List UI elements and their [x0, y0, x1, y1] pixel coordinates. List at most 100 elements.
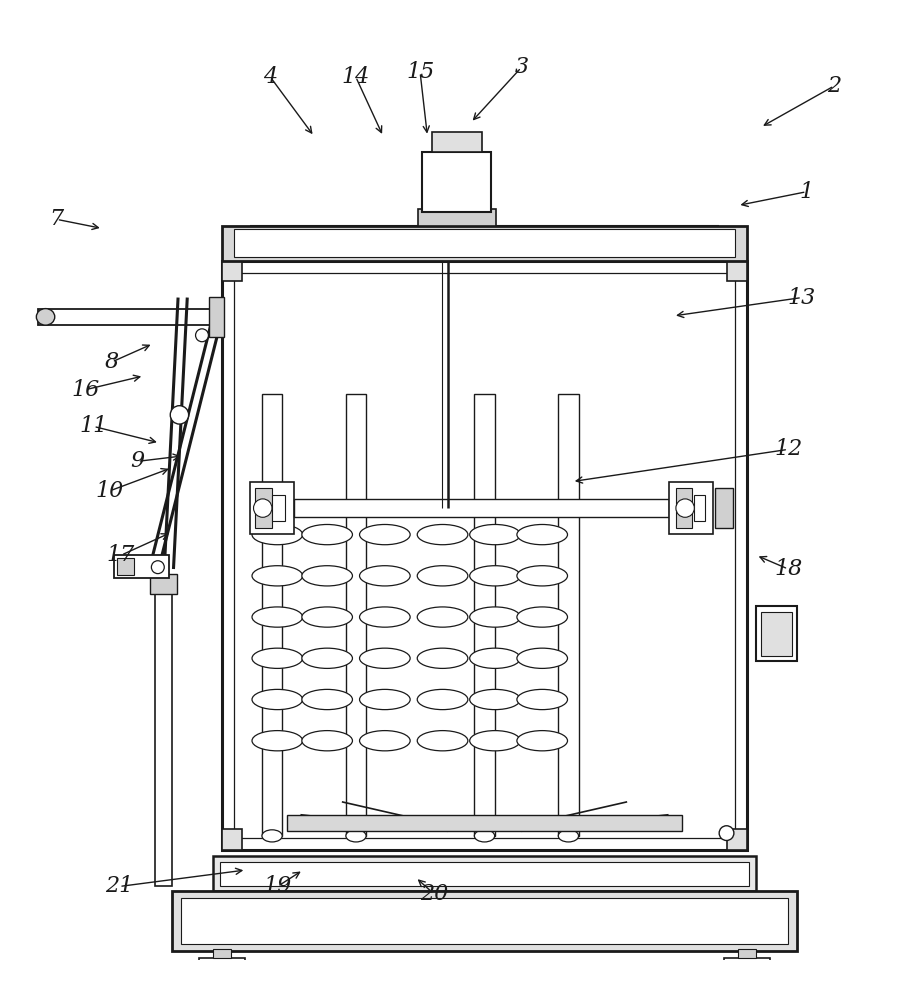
Ellipse shape	[302, 731, 353, 751]
Ellipse shape	[262, 830, 282, 842]
Text: 9: 9	[130, 450, 145, 472]
Bar	[761, 612, 792, 656]
Ellipse shape	[302, 566, 353, 586]
Ellipse shape	[474, 830, 495, 842]
Text: 18: 18	[774, 558, 802, 580]
Ellipse shape	[517, 607, 568, 627]
Text: 19: 19	[263, 875, 292, 897]
Text: 4: 4	[263, 66, 277, 88]
Ellipse shape	[517, 689, 568, 710]
Ellipse shape	[252, 689, 303, 710]
Bar	[221, 862, 749, 886]
Circle shape	[170, 406, 188, 424]
Bar	[199, 958, 246, 990]
Circle shape	[196, 329, 209, 342]
Text: 3: 3	[514, 56, 528, 78]
Ellipse shape	[417, 731, 468, 751]
Text: 11: 11	[79, 415, 108, 437]
Bar	[117, 558, 134, 575]
Circle shape	[210, 961, 235, 987]
Circle shape	[151, 561, 164, 574]
Ellipse shape	[252, 607, 303, 627]
Ellipse shape	[252, 648, 303, 668]
Bar	[728, 962, 765, 987]
Text: 15: 15	[406, 61, 434, 83]
Ellipse shape	[360, 731, 410, 751]
Ellipse shape	[470, 689, 521, 710]
Bar	[222, 261, 747, 850]
Bar	[272, 495, 285, 521]
Ellipse shape	[470, 566, 521, 586]
Bar	[287, 815, 682, 831]
Ellipse shape	[558, 830, 579, 842]
Bar	[714, 488, 733, 528]
Ellipse shape	[517, 566, 568, 586]
Circle shape	[734, 961, 760, 987]
Bar	[756, 606, 797, 661]
Bar	[234, 273, 735, 838]
Ellipse shape	[346, 830, 366, 842]
Ellipse shape	[417, 566, 468, 586]
Ellipse shape	[470, 731, 521, 751]
Text: 16: 16	[72, 379, 101, 401]
Ellipse shape	[360, 566, 410, 586]
Ellipse shape	[417, 607, 468, 627]
Bar	[432, 132, 482, 152]
Ellipse shape	[360, 524, 410, 545]
Ellipse shape	[417, 524, 468, 545]
Ellipse shape	[360, 689, 410, 710]
Bar	[676, 488, 692, 528]
Ellipse shape	[302, 689, 353, 710]
Bar	[724, 958, 770, 990]
Text: 20: 20	[420, 883, 448, 905]
Text: 13: 13	[788, 287, 816, 309]
Bar	[474, 394, 495, 836]
Text: 21: 21	[105, 875, 133, 897]
Ellipse shape	[252, 524, 303, 545]
Ellipse shape	[417, 689, 468, 710]
Circle shape	[719, 826, 734, 840]
Ellipse shape	[302, 648, 353, 668]
Ellipse shape	[470, 648, 521, 668]
Bar	[737, 949, 756, 958]
Bar	[234, 229, 735, 257]
Bar	[204, 962, 241, 987]
Ellipse shape	[470, 607, 521, 627]
Bar	[38, 309, 221, 325]
Bar	[694, 495, 705, 521]
Bar	[114, 555, 169, 578]
Bar	[222, 261, 243, 281]
Ellipse shape	[517, 648, 568, 668]
Ellipse shape	[302, 607, 353, 627]
Bar	[726, 261, 747, 281]
Bar	[250, 482, 294, 534]
Bar	[210, 297, 224, 337]
Bar	[262, 394, 282, 836]
Ellipse shape	[36, 309, 54, 325]
Bar	[418, 209, 496, 226]
Circle shape	[218, 969, 227, 979]
Bar	[155, 580, 172, 886]
Ellipse shape	[252, 731, 303, 751]
Ellipse shape	[470, 524, 521, 545]
Ellipse shape	[417, 648, 468, 668]
Bar	[222, 226, 747, 261]
Bar	[346, 394, 366, 836]
Circle shape	[742, 969, 751, 979]
Text: 8: 8	[104, 351, 119, 373]
Ellipse shape	[252, 566, 303, 586]
Bar	[726, 829, 747, 850]
Text: 14: 14	[342, 66, 370, 88]
Ellipse shape	[360, 648, 410, 668]
Bar	[213, 856, 756, 891]
Text: 1: 1	[799, 181, 814, 203]
Text: 12: 12	[774, 438, 802, 460]
Bar	[150, 574, 177, 594]
Bar	[558, 394, 579, 836]
Bar	[294, 499, 668, 517]
Text: 17: 17	[107, 544, 135, 566]
Ellipse shape	[302, 524, 353, 545]
Text: 10: 10	[96, 480, 124, 502]
Bar	[213, 949, 232, 958]
Bar	[181, 898, 788, 944]
